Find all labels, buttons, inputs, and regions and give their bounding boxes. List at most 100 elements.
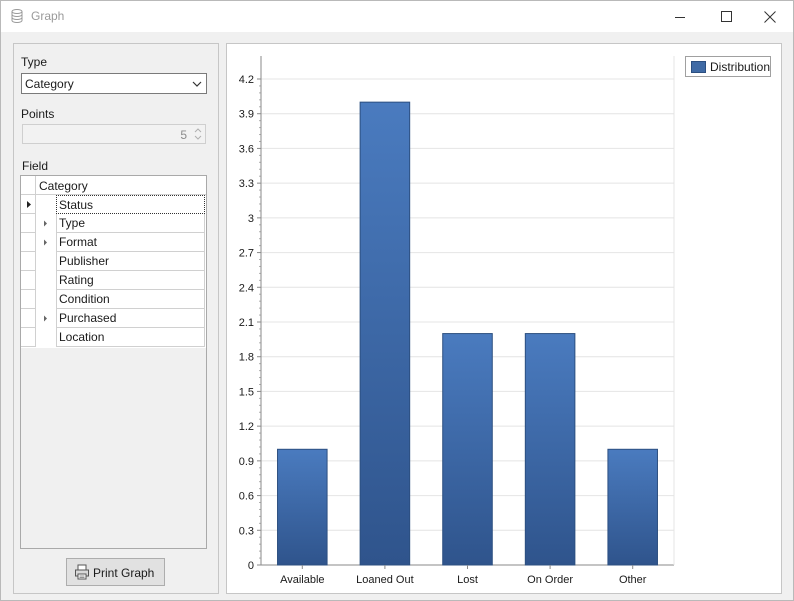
field-row[interactable]: Format xyxy=(21,233,206,252)
x-tick-label: Other xyxy=(619,574,647,586)
spin-arrows-icon[interactable] xyxy=(193,126,203,142)
chevron-down-icon xyxy=(192,81,202,87)
field-cell[interactable]: Location xyxy=(56,328,205,347)
grid-header: Category xyxy=(21,176,206,195)
x-tick-label: Loaned Out xyxy=(356,574,414,586)
field-row[interactable]: Status xyxy=(21,195,206,214)
row-expander xyxy=(36,271,56,290)
y-tick-label: 0 xyxy=(248,560,254,572)
row-selector[interactable] xyxy=(21,290,36,309)
field-row[interactable]: Rating xyxy=(21,271,206,290)
x-tick-label: On Order xyxy=(527,574,573,586)
y-tick-label: 1.2 xyxy=(239,421,254,433)
field-row[interactable]: Purchased xyxy=(21,309,206,328)
expand-arrow-icon xyxy=(44,220,47,227)
field-cell[interactable]: Condition xyxy=(56,290,205,309)
printer-icon xyxy=(75,564,89,580)
bar-on-order xyxy=(524,333,576,566)
points-stepper[interactable]: 5 xyxy=(22,124,206,144)
field-cell[interactable]: Status xyxy=(56,195,205,214)
field-row-label: Rating xyxy=(59,273,94,287)
points-value: 5 xyxy=(180,128,187,142)
bar-chart: 0 0.3 0.6 0.9 1.2 1.5 1.8 2.1 2.4 2.7 3 3.3 3.6 3.9 4.… xyxy=(239,56,675,586)
y-tick-label: 0.9 xyxy=(239,456,254,468)
y-tick-label: 2.1 xyxy=(239,317,254,329)
chart-panel: 0 0.3 0.6 0.9 1.2 1.5 1.8 2.1 2.4 2.7 3 3.3 3.6 3.9 4.… xyxy=(226,43,782,594)
field-label: Field xyxy=(22,159,49,173)
field-cell[interactable]: Publisher xyxy=(56,252,205,271)
current-row-icon xyxy=(27,201,31,208)
x-tick-label: Lost xyxy=(457,574,478,586)
row-selector[interactable] xyxy=(21,252,36,271)
row-expander[interactable] xyxy=(36,214,56,233)
row-selector[interactable] xyxy=(21,271,36,290)
y-tick-label: 0.3 xyxy=(239,525,254,537)
y-tick-label: 3.6 xyxy=(239,143,254,155)
bar-lost xyxy=(442,333,493,566)
field-row-label: Type xyxy=(59,216,86,230)
field-cell[interactable]: Type xyxy=(56,214,205,233)
chart-legend: Distribution xyxy=(685,56,771,77)
y-tick-label: 3 xyxy=(248,213,254,225)
field-row-label: Purchased xyxy=(59,311,117,325)
row-selector[interactable] xyxy=(21,328,36,347)
window-title: Graph xyxy=(31,9,65,23)
type-label: Type xyxy=(21,55,48,69)
row-selector[interactable] xyxy=(21,195,36,214)
close-button[interactable] xyxy=(747,1,793,32)
minimize-button[interactable] xyxy=(657,1,703,32)
options-panel: Type Category Points 5 Field Category St… xyxy=(13,43,219,594)
y-tick-label: 3.3 xyxy=(239,178,254,190)
field-grid-body: Category Status Type Format Publisher Rating… xyxy=(21,176,206,348)
expand-arrow-icon xyxy=(44,315,47,322)
field-cell[interactable]: Rating xyxy=(56,271,205,290)
close-icon xyxy=(764,10,776,23)
bar-other xyxy=(607,448,658,566)
field-row-label: Location xyxy=(59,330,105,344)
expand-arrow-icon xyxy=(44,239,47,246)
grid-corner xyxy=(21,176,36,195)
y-tick-label: 0.6 xyxy=(239,491,254,503)
field-row[interactable]: Type xyxy=(21,214,206,233)
x-tick-label: Available xyxy=(280,574,324,586)
bar-available xyxy=(277,448,328,566)
row-expander[interactable] xyxy=(36,233,56,252)
y-tick-label: 3.9 xyxy=(239,109,254,121)
title-bar[interactable]: Graph xyxy=(1,1,793,32)
field-row-label: Format xyxy=(59,235,98,249)
type-dropdown[interactable]: Category xyxy=(21,73,207,94)
y-tick-label: 1.8 xyxy=(239,352,254,364)
row-selector[interactable] xyxy=(21,309,36,328)
row-expander[interactable] xyxy=(36,309,56,328)
field-grid[interactable]: Category Status Type Format Publisher Rating… xyxy=(20,175,207,549)
y-tick-label: 2.7 xyxy=(239,248,254,260)
maximize-icon xyxy=(720,11,732,22)
field-row-label: Status xyxy=(59,198,94,212)
y-tick-label: 1.5 xyxy=(239,386,254,398)
type-dropdown-value: Category xyxy=(25,77,74,91)
row-selector[interactable] xyxy=(21,233,36,252)
legend-swatch xyxy=(691,61,706,73)
points-label: Points xyxy=(21,107,55,121)
database-icon xyxy=(11,9,23,23)
field-row-label: Condition xyxy=(59,292,110,306)
field-row[interactable]: Location xyxy=(21,328,206,347)
field-row-label: Publisher xyxy=(59,254,110,268)
row-expander xyxy=(36,290,56,309)
row-expander xyxy=(36,252,56,271)
row-expander xyxy=(36,328,56,347)
legend-label: Distribution xyxy=(710,60,771,74)
row-expander xyxy=(36,195,56,214)
y-tick-label: 4.2 xyxy=(239,74,254,86)
print-graph-button[interactable]: Print Graph xyxy=(66,558,165,586)
row-selector[interactable] xyxy=(21,214,36,233)
field-row[interactable]: Condition xyxy=(21,290,206,309)
minimize-icon xyxy=(675,16,685,18)
y-tick-label: 2.4 xyxy=(239,282,254,294)
maximize-button[interactable] xyxy=(703,1,749,32)
field-cell[interactable]: Purchased xyxy=(56,309,205,328)
field-row[interactable]: Publisher xyxy=(21,252,206,271)
grid-header-category[interactable]: Category xyxy=(39,179,88,193)
field-cell[interactable]: Format xyxy=(56,233,205,252)
